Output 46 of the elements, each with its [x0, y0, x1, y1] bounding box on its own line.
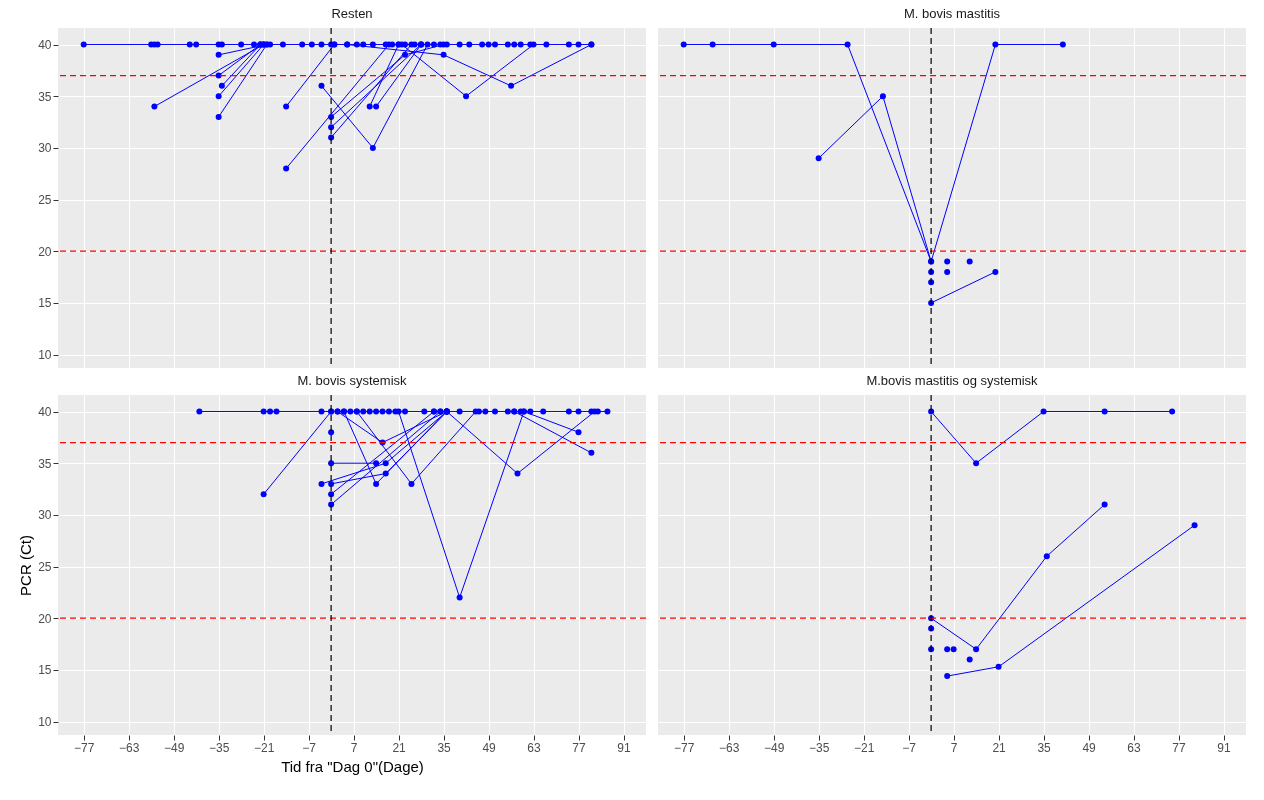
y-tick-label: 25: [38, 560, 52, 575]
y-tick-label: 30: [38, 508, 52, 523]
x-tick-label: −21: [853, 740, 875, 755]
x-tick-label: 21: [392, 740, 407, 755]
x-tick-label: 49: [482, 740, 497, 755]
chart-title: M. bovis systemisk: [297, 373, 408, 389]
x-tick-label: 35: [437, 740, 452, 755]
x-tick-label: 91: [1217, 740, 1231, 755]
x-tick-label: −35: [208, 740, 230, 755]
x-tick-label: 91: [617, 740, 631, 755]
x-tick-label: 77: [1172, 740, 1187, 755]
chart-title: M.bovis mastitis og systemisk: [866, 373, 1039, 389]
y-tick-label: 10: [38, 715, 52, 730]
y-tick-label: 40: [38, 38, 52, 53]
x-tick-label: −7: [902, 740, 917, 755]
y-tick-label: 35: [38, 456, 52, 471]
y-tick-label: 10: [38, 348, 52, 363]
x-tick-label: 35: [1037, 740, 1052, 755]
x-tick-label: −21: [253, 740, 275, 755]
x-tick-label: −63: [719, 740, 740, 755]
y-tick-label: 15: [38, 296, 52, 311]
x-tick-label: 49: [1082, 740, 1097, 755]
x-tick-label: 77: [572, 740, 587, 755]
x-tick-label: 63: [527, 740, 542, 755]
y-tick-label: 40: [38, 405, 52, 420]
y-tick-label: 20: [38, 244, 52, 259]
x-tick-label: 21: [992, 740, 1007, 755]
x-axis-title: Tid fra "Dag 0"(Dage): [281, 757, 424, 775]
x-tick-label: −7: [302, 740, 317, 755]
y-tick-label: 25: [38, 193, 52, 208]
x-tick-label: −77: [74, 740, 95, 755]
x-tick-label: −49: [163, 740, 185, 755]
y-tick-label: 15: [38, 663, 52, 678]
x-tick-label: −35: [808, 740, 830, 755]
y-tick-label: 35: [38, 89, 52, 104]
y-axis-title: PCR (Ct): [17, 535, 35, 596]
x-tick-label: −49: [763, 740, 785, 755]
x-tick-label: 63: [1127, 740, 1142, 755]
chart-title: Resten: [331, 6, 373, 22]
x-tick-label: 7: [350, 740, 358, 755]
y-tick-label: 20: [38, 611, 52, 626]
x-tick-label: −77: [674, 740, 695, 755]
chart-title: M. bovis mastitis: [903, 6, 1001, 22]
y-tick-label: 30: [38, 141, 52, 156]
x-tick-label: 7: [950, 740, 958, 755]
x-tick-label: −63: [119, 740, 140, 755]
